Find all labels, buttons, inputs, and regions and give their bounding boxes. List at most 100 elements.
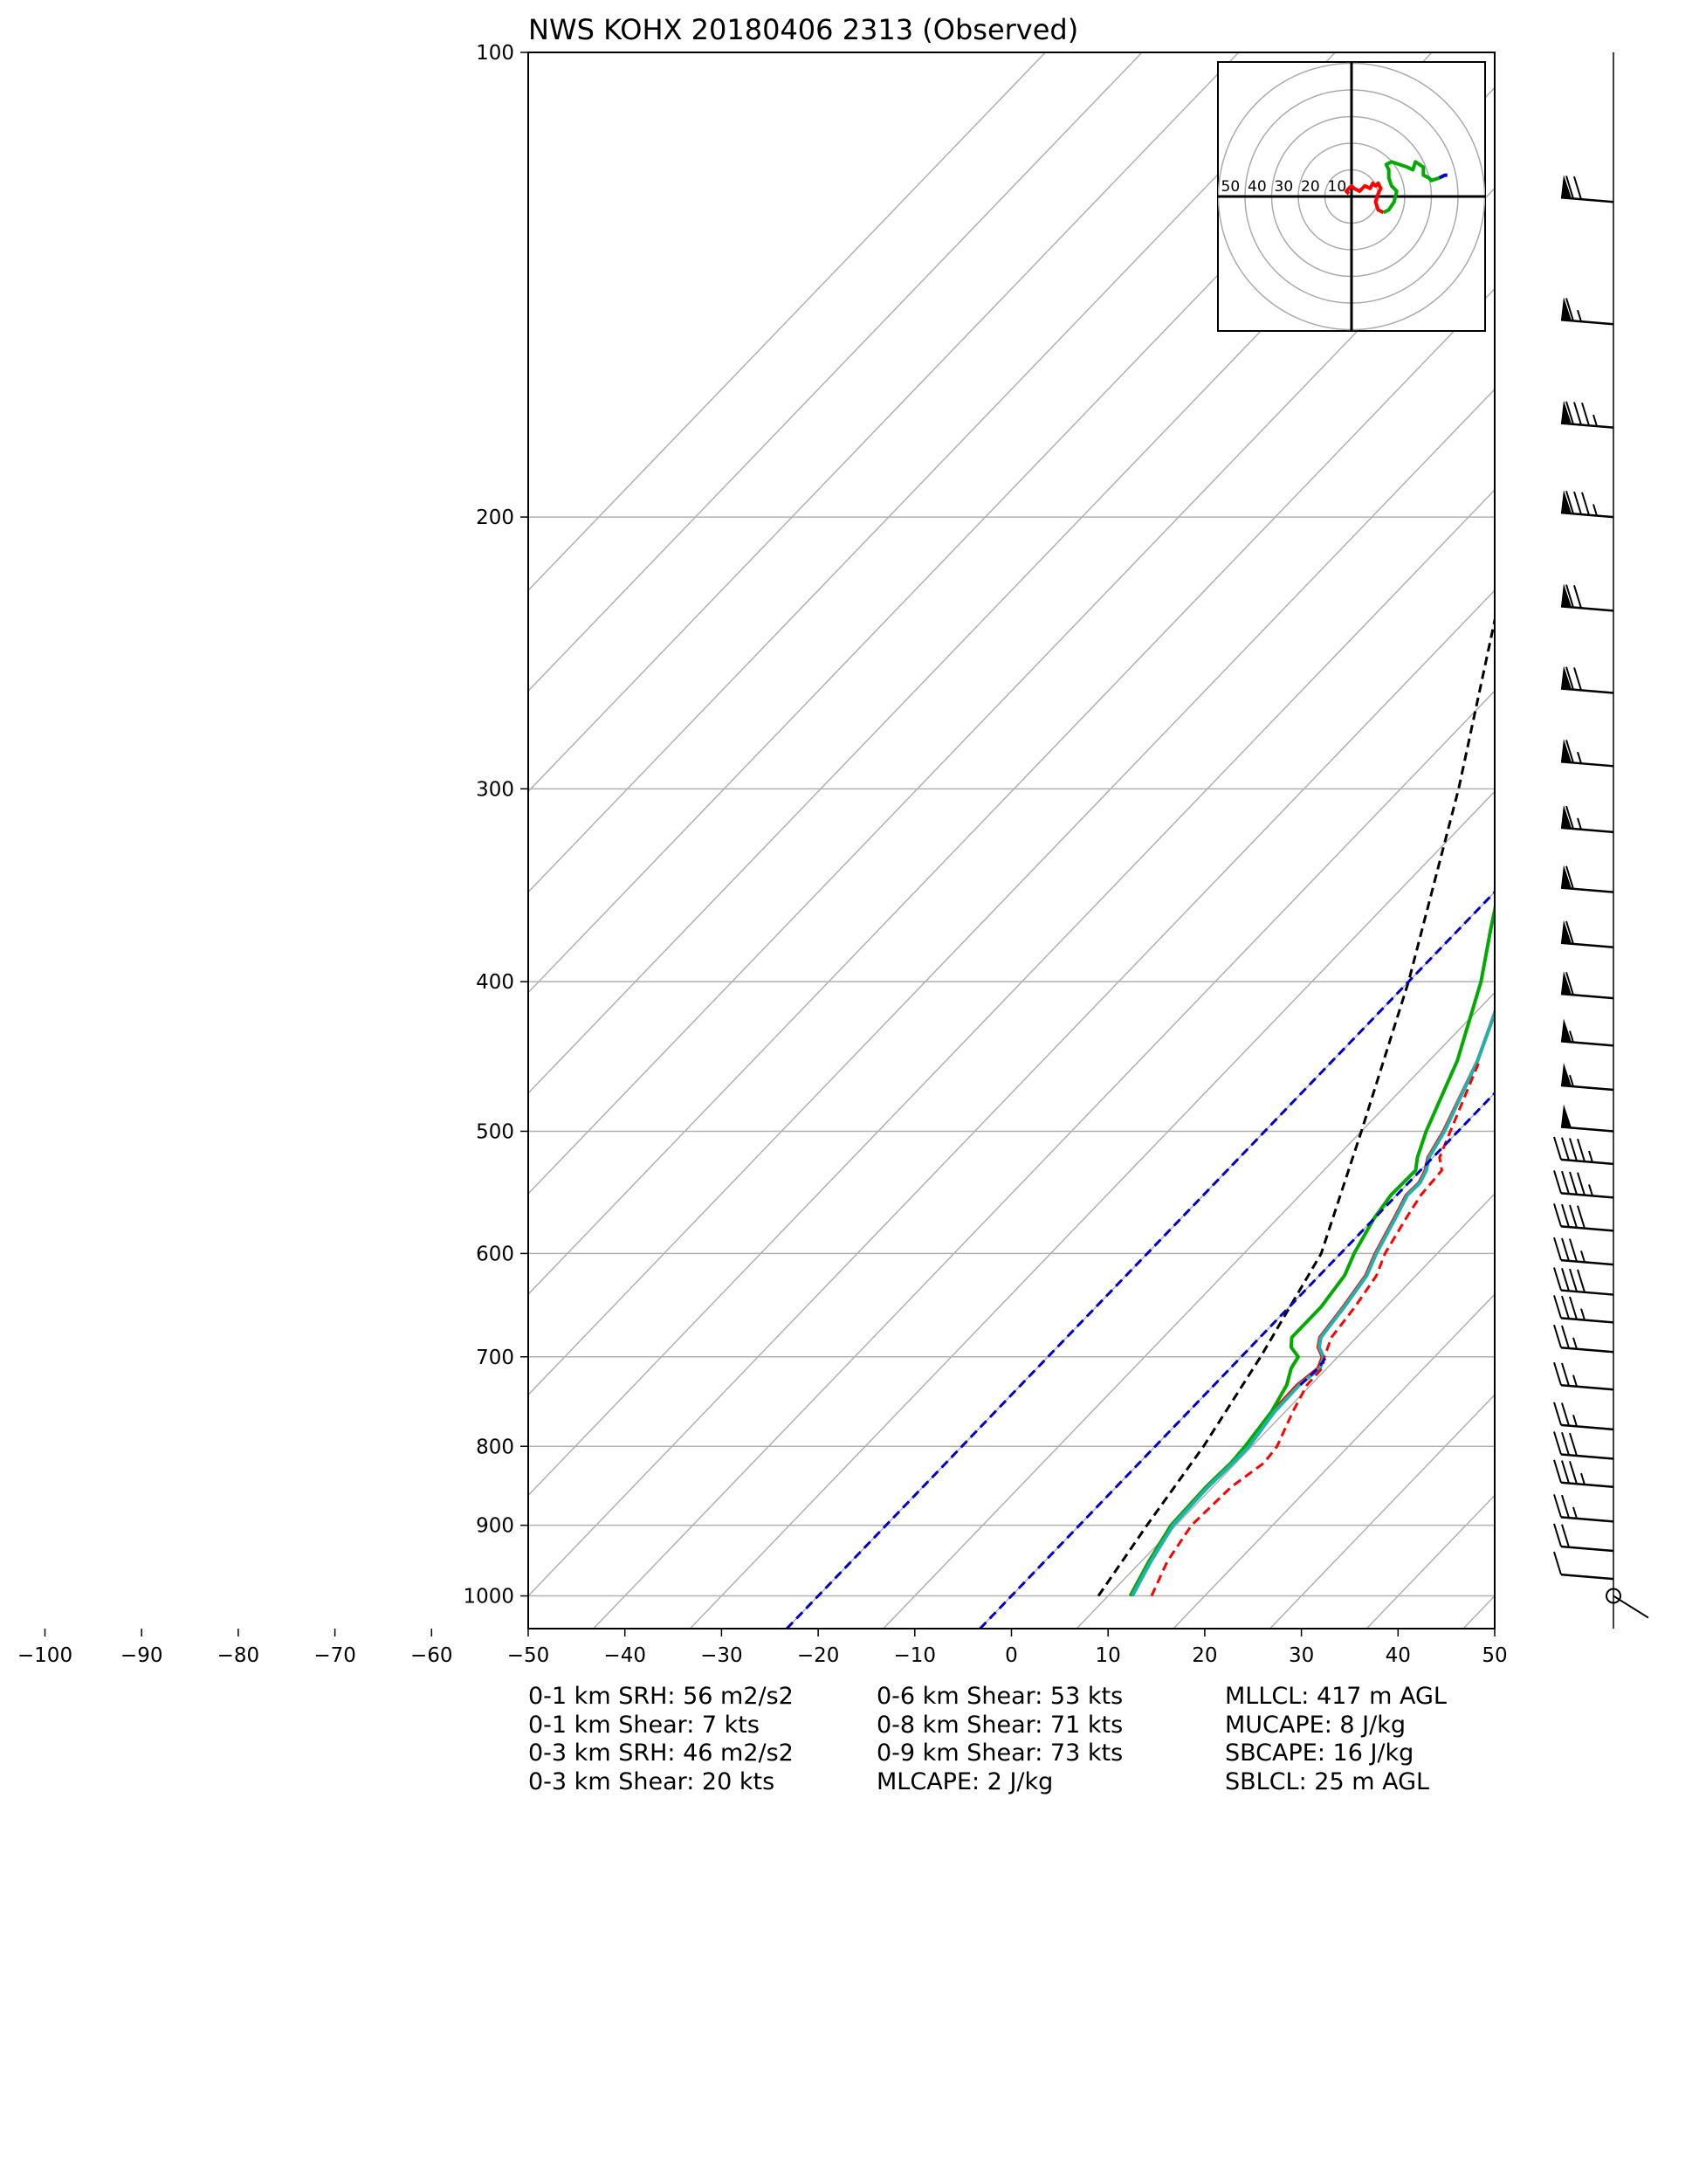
wind-barb [1560,1062,1614,1092]
temperature-axis: −100 −90 −80 −70 −60 −50 −40 −30 −20 −10 0 10 20 30 40… [17,1629,1508,1667]
wind-barb [1560,920,1614,949]
minus-20-isotherm-line [786,890,1495,1629]
x-tick-label: −40 [603,1644,646,1667]
x-tick-label: 20 [1192,1644,1217,1667]
isotherm [1076,1192,1495,1629]
dewpoint-line [1128,901,1495,1597]
barb-full [1573,176,1582,200]
barb-full [1569,1171,1578,1195]
wind-barb [1560,1104,1614,1133]
wind-barb [1553,1136,1614,1166]
barb-shaft [1560,1573,1614,1581]
barb-full [1553,1295,1562,1319]
wind-barb [1560,804,1614,834]
wind-barb [1553,1551,1614,1581]
wind-barb [1560,297,1614,326]
barb-half [1577,751,1582,764]
x-tick-label: −70 [313,1644,356,1667]
barb-full [1569,1460,1578,1485]
stat-shear-0-1km: 0-1 km Shear: 7 kts [528,1711,760,1739]
barb-full [1561,1295,1570,1319]
stat-mllcl: MLLCL: 417 m AGL [1225,1683,1447,1710]
wind-barb [1553,1170,1614,1199]
barb-shaft [1613,1595,1649,1619]
barb-pennant [1561,739,1572,763]
barb-full [1561,1325,1570,1349]
barb-full [1553,1459,1562,1484]
barb-full [1565,176,1574,199]
barb-pennant [1561,583,1572,608]
wind-barb [1560,739,1614,768]
barb-half [1577,817,1582,830]
stats-column-2: 0-6 km Shear: 53 kts 0-8 km Shear: 71 kt… [877,1683,1123,1796]
wind-barb [1560,400,1614,429]
barb-full [1565,920,1574,945]
y-tick-label: 1000 [463,1586,514,1609]
barb-shaft [1560,1192,1614,1199]
x-tick-label: 30 [1289,1644,1314,1667]
barb-pennant [1561,1104,1572,1128]
barb-pennant [1561,920,1572,944]
barb-full [1565,401,1574,425]
barb-full [1569,1296,1578,1320]
stats-column-3: MLLCL: 417 m AGL MUCAPE: 8 J/kg SBCAPE: … [1225,1683,1447,1796]
barb-full [1553,1267,1562,1291]
wind-barbs [1553,52,1649,1629]
hodograph-ring-label: 40 [1248,178,1267,196]
barb-full [1561,1524,1570,1547]
surface-parcel-trace-line [1150,1060,1482,1597]
wind-barb [1560,583,1614,612]
x-tick-label: 40 [1386,1644,1411,1667]
x-tick-label: −30 [700,1644,743,1667]
barb-shaft [1560,941,1614,949]
hodograph-trace [1344,181,1385,215]
barb-full [1569,1138,1578,1161]
barb-half [1572,1337,1578,1350]
barb-full [1565,865,1574,890]
barb-shaft [1560,1423,1614,1431]
barb-shaft [1560,1481,1614,1489]
barb-full [1569,1204,1578,1229]
x-tick-label: −50 [507,1644,550,1667]
x-tick-label: −80 [217,1644,260,1667]
barb-full [1577,1138,1586,1162]
y-tick-label: 300 [476,778,514,801]
wind-barb [1553,1203,1614,1232]
barb-half [1580,1250,1586,1263]
barb-full [1553,1551,1562,1575]
barb-full [1553,1136,1562,1161]
hodograph-trace [1382,160,1441,215]
isotherm [689,790,1495,1629]
x-tick-label: 50 [1482,1644,1507,1667]
wind-barb [1560,665,1614,694]
barb-shaft [1560,1258,1614,1266]
barb-pennant [1561,665,1572,690]
barb-shaft [1560,1317,1614,1324]
isotherm [528,52,1143,692]
barb-pennant [1561,971,1572,996]
x-tick-label: −10 [894,1644,937,1667]
y-tick-label: 600 [476,1243,514,1265]
barb-full [1553,1203,1562,1227]
barb-full [1561,1237,1570,1262]
isotherm [528,388,1495,1396]
barb-half [1572,1374,1578,1387]
wind-barb [1553,1459,1614,1489]
barb-full [1561,1494,1570,1519]
barb-half [1592,414,1598,427]
barb-shaft [1560,1158,1614,1166]
isotherm [528,589,1495,1597]
isotherm [1462,1595,1495,1629]
barb-shaft [1560,1545,1614,1553]
barb-half [1569,1074,1574,1087]
isotherm [883,991,1495,1629]
x-tick-label: 0 [1005,1644,1018,1667]
wind-barb [1553,1361,1614,1391]
isotherm [593,690,1495,1629]
freezing-level-isotherm-line [979,1091,1495,1629]
barb-half [1580,1472,1586,1485]
stats-column-1: 0-1 km SRH: 56 m2/s2 0-1 km Shear: 7 kts… [528,1683,794,1796]
x-tick-label: −60 [410,1644,453,1667]
barb-shaft [1560,1289,1614,1296]
barb-shaft [1560,1040,1614,1047]
